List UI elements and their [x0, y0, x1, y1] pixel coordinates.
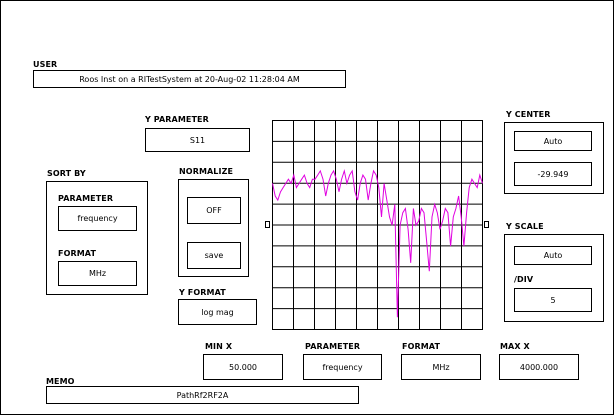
sort-parameter-field[interactable]: frequency: [58, 206, 137, 231]
normalize-save-button[interactable]: save: [187, 242, 241, 269]
trace-line: [272, 168, 483, 318]
y-scale-panel: [504, 234, 604, 322]
y-center-panel: [504, 122, 604, 194]
y-parameter-field[interactable]: S11: [145, 128, 250, 152]
y-format-field[interactable]: log mag: [178, 299, 257, 325]
memo-field[interactable]: PathRf2RF2A: [46, 386, 359, 404]
sort-format-field[interactable]: MHz: [58, 261, 137, 286]
x-format-label: FORMAT: [402, 342, 441, 351]
user-label: USER: [33, 60, 58, 69]
normalize-panel: [178, 179, 249, 277]
x-parameter-field[interactable]: frequency: [303, 354, 382, 380]
right-marker-handle[interactable]: [484, 221, 489, 228]
normalize-label: NORMALIZE: [179, 167, 234, 176]
y-center-value-field[interactable]: -29.949: [514, 162, 592, 186]
max-x-label: MAX X: [500, 342, 530, 351]
max-x-field[interactable]: 4000.000: [499, 354, 579, 380]
memo-label: MEMO: [46, 377, 75, 386]
left-marker-handle[interactable]: [265, 221, 270, 228]
x-format-field[interactable]: MHz: [401, 354, 481, 380]
y-center-mode-button[interactable]: Auto: [514, 131, 592, 151]
x-parameter-label: PARAMETER: [305, 342, 361, 351]
min-x-label: MIN X: [205, 342, 233, 351]
y-format-label: Y FORMAT: [179, 288, 226, 297]
sort-parameter-label: PARAMETER: [58, 194, 114, 203]
y-parameter-label: Y PARAMETER: [145, 115, 209, 124]
user-field[interactable]: Roos Inst on a RITestSystem at 20-Aug-02…: [33, 70, 346, 88]
y-scale-label: Y SCALE: [506, 222, 544, 231]
y-scale-div-label: /DIV: [514, 275, 534, 284]
sort-by-label: SORT BY: [47, 169, 86, 178]
y-center-label: Y CENTER: [506, 110, 551, 119]
normalize-off-button[interactable]: OFF: [187, 197, 241, 224]
min-x-field[interactable]: 50.000: [203, 354, 283, 380]
trace-plot: [272, 120, 483, 330]
y-scale-div-field[interactable]: 5: [514, 288, 592, 312]
sort-format-label: FORMAT: [58, 249, 97, 258]
y-scale-mode-button[interactable]: Auto: [514, 246, 592, 265]
sort-by-panel: [46, 181, 148, 295]
